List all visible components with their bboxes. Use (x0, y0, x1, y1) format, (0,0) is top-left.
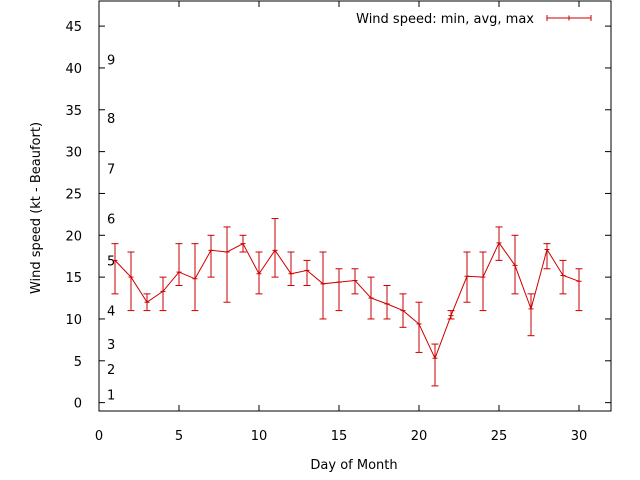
legend: Wind speed: min, avg, max (356, 12, 592, 27)
data-point (272, 247, 278, 253)
data-point (192, 276, 198, 282)
series-line (114, 241, 580, 360)
data-point (288, 271, 294, 277)
data-point (544, 247, 550, 253)
data-point (512, 262, 518, 268)
data-point (416, 321, 422, 327)
data-point (160, 288, 166, 294)
legend-marker (566, 15, 572, 21)
x-tick-label: 30 (571, 429, 588, 444)
data-point (448, 313, 454, 319)
y-tick-label: 40 (65, 62, 82, 77)
beaufort-label: 3 (107, 338, 115, 353)
beaufort-label: 5 (107, 254, 115, 269)
x-tick-label: 25 (491, 429, 508, 444)
data-point (208, 247, 214, 253)
y-tick-label: 35 (65, 104, 82, 119)
data-point (144, 299, 150, 305)
x-tick-label: 10 (251, 429, 268, 444)
data-point (256, 271, 262, 277)
y-axis-label: Wind speed (kt - Beaufort) (29, 122, 44, 294)
y-tick-label: 5 (74, 355, 82, 370)
data-point (528, 306, 534, 312)
data-point (368, 295, 374, 301)
data-point (384, 301, 390, 307)
beaufort-annotations: 1 2 3 4 5 6 7 8 9 (107, 54, 115, 404)
y-tick-label: 0 (74, 397, 82, 412)
data-point (240, 241, 246, 247)
data-point (128, 274, 134, 280)
data-point (464, 273, 470, 279)
data-point (432, 355, 438, 361)
beaufort-label: 4 (107, 305, 115, 320)
series-layer (111, 218, 583, 387)
beaufort-label: 2 (107, 363, 115, 378)
data-point (576, 278, 582, 284)
y-tick-label: 45 (65, 20, 82, 35)
data-point (224, 249, 230, 255)
beaufort-label: 8 (107, 112, 115, 127)
data-point (352, 277, 358, 283)
x-tick-label: 5 (175, 429, 183, 444)
data-point (496, 240, 502, 246)
plot-frame (98, 0, 612, 412)
x-axis-label: Day of Month (310, 458, 397, 473)
y-tick-label: 25 (65, 187, 82, 202)
data-point (320, 281, 326, 287)
y-tick-label: 10 (65, 313, 82, 328)
x-tick-label: 15 (331, 429, 348, 444)
y-tick-label: 15 (65, 271, 82, 286)
beaufort-label: 9 (107, 54, 115, 69)
data-point (336, 279, 342, 285)
plot-border (98, 0, 612, 412)
legend-label: Wind speed: min, avg, max (356, 12, 534, 27)
data-point (400, 308, 406, 314)
data-point (304, 267, 310, 273)
beaufort-label: 6 (107, 213, 115, 228)
x-tick-label: 20 (411, 429, 428, 444)
beaufort-label: 7 (107, 162, 115, 177)
data-point (480, 274, 486, 280)
data-point (112, 257, 118, 263)
beaufort-label: 1 (107, 388, 115, 403)
data-point (560, 272, 566, 278)
data-point (176, 269, 182, 275)
y-tick-label: 20 (65, 229, 82, 244)
x-tick-label: 0 (95, 429, 103, 444)
y-tick-label: 30 (65, 146, 82, 161)
